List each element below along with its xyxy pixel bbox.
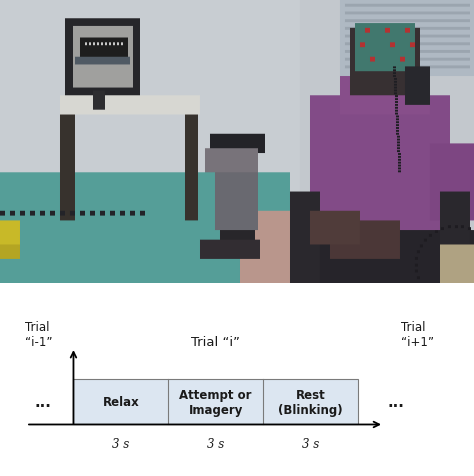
Text: Relax: Relax	[102, 396, 139, 408]
Text: Trial
“i+1”: Trial “i+1”	[401, 321, 434, 349]
Text: ...: ...	[34, 395, 51, 409]
Text: 3 s: 3 s	[302, 436, 319, 449]
Text: Trial “i”: Trial “i”	[191, 336, 240, 349]
Text: Attempt or
Imagery: Attempt or Imagery	[180, 388, 252, 416]
Bar	[73, 380, 358, 425]
Text: 3 s: 3 s	[207, 436, 224, 449]
Text: ...: ...	[387, 395, 404, 409]
Text: Rest
(Blinking): Rest (Blinking)	[278, 388, 343, 416]
Text: Trial
“i-1”: Trial “i-1”	[25, 321, 52, 349]
Text: 3 s: 3 s	[112, 436, 129, 449]
